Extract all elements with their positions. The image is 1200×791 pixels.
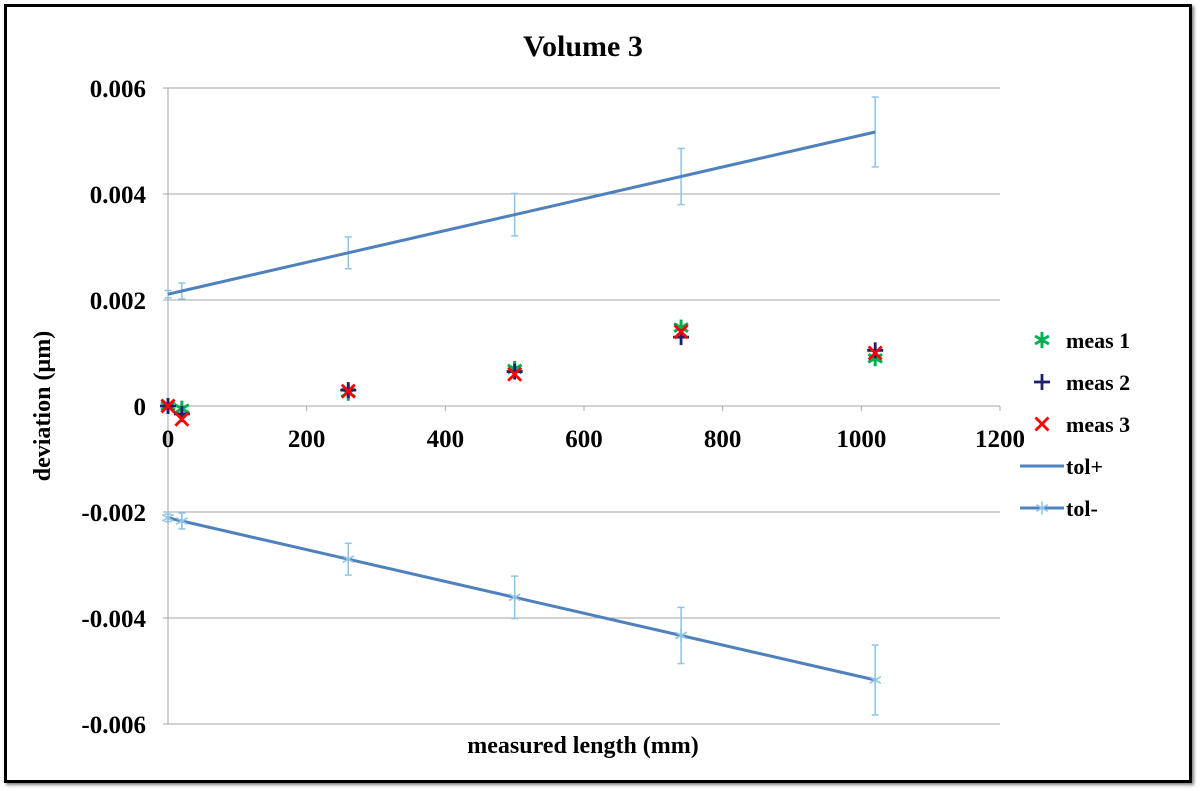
point-2-1-b <box>174 411 190 427</box>
point-2-3-b <box>507 366 523 382</box>
point-2-5 <box>867 345 883 361</box>
axes <box>163 87 1001 725</box>
legend-entry-3: tol+ <box>1020 454 1103 479</box>
series-tol-group <box>161 511 882 716</box>
legend-label-4: tol- <box>1066 496 1098 521</box>
y-tick-labels: -0.006 -0.004 -0.002 0 0.002 0.004 0.006 <box>81 76 146 739</box>
legend-entry-1: meas 2 <box>1034 370 1130 395</box>
point-2-4 <box>673 324 689 340</box>
point-2-4-b <box>673 324 689 340</box>
point-4-1 <box>175 514 188 528</box>
y-tick-label-2: -0.002 <box>81 500 146 527</box>
data-series <box>160 96 884 716</box>
legend-marker-2-b <box>1034 416 1050 432</box>
legend-marker-4-stroke-2 <box>1035 504 1049 512</box>
x-tick-label-2: 400 <box>427 426 465 453</box>
point-4-0-stroke-2 <box>161 513 175 522</box>
gridlines <box>168 87 1000 725</box>
legend-entry-4: tol- <box>1020 496 1098 521</box>
series-meas2-group <box>160 329 884 422</box>
series-meas1-group <box>160 319 883 417</box>
legend-marker-0 <box>1034 332 1050 348</box>
x-tick-labels: 0 200 400 600 800 1000 1200 <box>162 426 1025 453</box>
y-tick-label-5: 0.004 <box>90 182 147 209</box>
point-1-3 <box>506 363 523 380</box>
legend-marker-0-stroke-2 <box>1034 334 1050 346</box>
legend-label-1: meas 2 <box>1066 370 1130 395</box>
y-tick-label-1: -0.004 <box>81 606 146 633</box>
legend-entry-2: meas 3 <box>1034 412 1130 437</box>
series-tol-group <box>164 96 879 300</box>
y-tick-label-4: 0.002 <box>90 288 146 315</box>
x-tick-label-4: 800 <box>704 426 742 453</box>
x-tick-label-0: 0 <box>162 426 175 453</box>
legend-marker-4 <box>1035 501 1049 515</box>
x-tick-label-5: 1000 <box>836 426 886 453</box>
y-tick-label-6: 0.006 <box>90 76 146 103</box>
point-4-2 <box>342 552 355 566</box>
point-4-2-stroke-2 <box>342 555 355 564</box>
x-tick-label-6: 1200 <box>975 426 1025 453</box>
series-line-4 <box>167 516 876 682</box>
y-tick-label-3: 0 <box>134 394 147 421</box>
x-tick-label-3: 600 <box>565 426 603 453</box>
chart-frame <box>4 4 1192 783</box>
point-2-0-b <box>160 398 176 414</box>
point-2-1 <box>174 411 190 427</box>
point-0-4-stroke-2 <box>673 322 689 333</box>
legend-entry-0: meas 1 <box>1034 328 1130 353</box>
point-2-0 <box>160 398 176 414</box>
x-axis-label: measured length (mm) <box>467 733 699 759</box>
series-line-3 <box>167 130 876 296</box>
legend-label-0: meas 1 <box>1066 328 1130 353</box>
legend-label-3: tol+ <box>1066 454 1103 479</box>
y-axis-label: deviation (µm) <box>30 331 56 481</box>
point-4-4 <box>675 628 688 642</box>
point-2-2-b <box>340 383 356 399</box>
legend: meas 1 meas 2 meas 3 tol+ tol- <box>1020 328 1130 521</box>
point-4-5 <box>869 673 882 687</box>
point-2-3 <box>507 366 523 382</box>
y-tick-label-0: -0.006 <box>81 712 146 739</box>
chart-title: Volume 3 <box>523 30 643 63</box>
series-meas3-group <box>160 324 883 427</box>
point-4-3-stroke-2 <box>508 593 521 602</box>
point-4-5-stroke-2 <box>869 676 882 684</box>
point-1-5 <box>867 342 884 359</box>
point-4-1-stroke-2 <box>175 517 188 525</box>
legend-marker-1 <box>1034 374 1050 390</box>
legend-label-2: meas 3 <box>1066 412 1130 437</box>
x-tick-label-1: 200 <box>288 426 326 453</box>
point-2-2 <box>340 383 356 399</box>
point-4-4-stroke-2 <box>675 631 688 640</box>
point-4-3 <box>508 590 521 604</box>
legend-marker-2 <box>1034 416 1050 432</box>
point-2-5-b <box>867 345 883 361</box>
point-4-0 <box>161 511 175 525</box>
